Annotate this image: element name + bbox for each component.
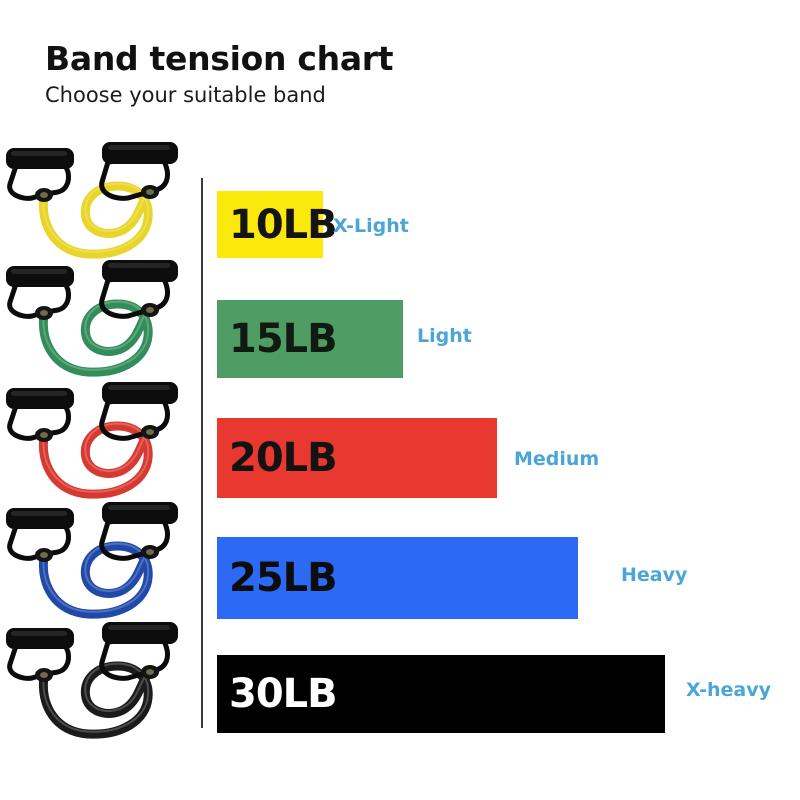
resistance-level-label: Light — [417, 325, 472, 347]
resistance-level-label: Medium — [514, 448, 600, 470]
resistance-band-image — [0, 620, 196, 752]
tension-bar: 20LB — [217, 418, 497, 498]
bar-value-label: 10LB — [229, 201, 338, 248]
vertical-axis-line — [201, 178, 203, 728]
tension-bar: 30LB — [217, 655, 665, 733]
bar-value-label: 15LB — [229, 316, 338, 362]
resistance-band-image — [0, 140, 196, 272]
resistance-level-label: Heavy — [621, 564, 688, 586]
bar-value-label: 30LB — [229, 671, 338, 717]
bar-value-label: 25LB — [229, 555, 338, 601]
tension-bar: 10LB — [217, 191, 338, 258]
tension-bar: 15LB — [217, 300, 403, 378]
header: Band tension chart Choose your suitable … — [45, 39, 394, 107]
resistance-level-label: X-heavy — [686, 679, 771, 701]
resistance-band-image — [0, 380, 196, 512]
page-title: Band tension chart — [45, 39, 394, 78]
resistance-band-image — [0, 500, 196, 632]
tension-bar: 25LB — [217, 537, 578, 619]
resistance-level-label: X-Light — [333, 215, 409, 237]
resistance-band-image — [0, 258, 196, 390]
bar-value-label: 20LB — [229, 435, 338, 481]
page-subtitle: Choose your suitable band — [45, 82, 326, 107]
